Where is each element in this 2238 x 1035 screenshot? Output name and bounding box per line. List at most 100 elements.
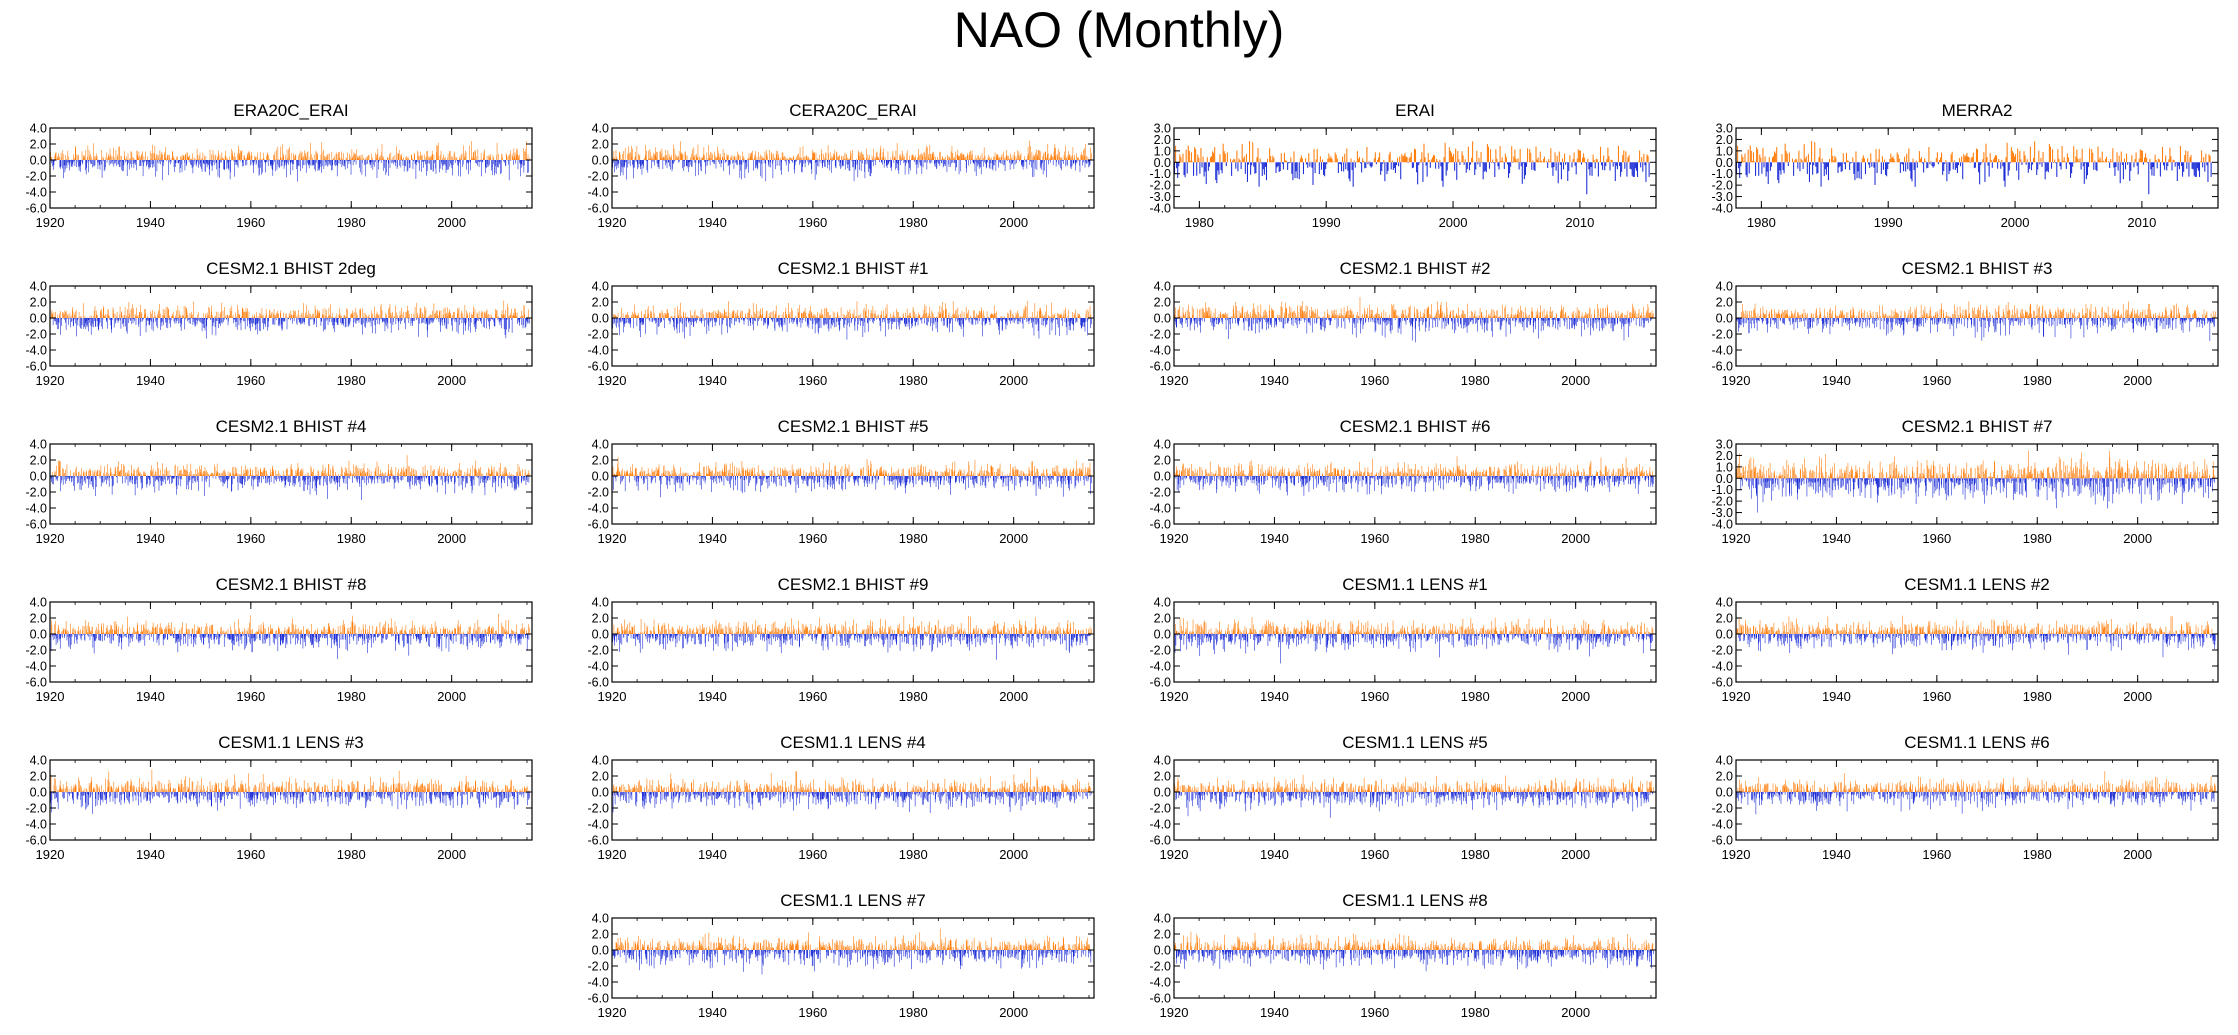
negative-bar xyxy=(814,160,816,180)
positive-bar xyxy=(450,313,451,318)
negative-bar xyxy=(815,318,817,325)
positive-bar xyxy=(990,157,992,160)
positive-bar xyxy=(680,141,681,160)
negative-bar xyxy=(634,160,635,168)
positive-bar xyxy=(878,157,879,160)
x-tick-label: 2010 xyxy=(1565,215,1594,230)
positive-bar xyxy=(440,310,442,318)
negative-bar xyxy=(954,160,956,164)
positive-bar xyxy=(300,157,302,160)
negative-bar xyxy=(390,160,392,164)
negative-bar xyxy=(405,160,406,167)
positive-bar xyxy=(773,310,775,318)
negative-bar xyxy=(401,160,403,161)
positive-bar xyxy=(383,156,384,160)
negative-bar xyxy=(223,318,225,320)
negative-bar xyxy=(435,160,437,174)
positive-bar xyxy=(2139,149,2141,163)
negative-bar xyxy=(649,318,651,322)
negative-bar xyxy=(790,160,792,161)
positive-bar xyxy=(59,311,61,318)
negative-bar xyxy=(201,160,203,172)
positive-bar xyxy=(516,148,517,160)
positive-bar xyxy=(72,310,74,318)
positive-bar xyxy=(868,158,869,160)
negative-bar xyxy=(1822,162,1824,164)
negative-bar xyxy=(80,160,82,162)
negative-bar xyxy=(429,318,431,324)
negative-bar xyxy=(948,160,950,168)
negative-bar xyxy=(621,160,623,173)
positive-bar xyxy=(944,158,945,160)
positive-bar xyxy=(883,148,885,160)
positive-bar xyxy=(460,313,462,318)
negative-bar xyxy=(184,160,185,163)
positive-bar xyxy=(496,310,498,318)
positive-bar xyxy=(180,157,181,160)
positive-bar xyxy=(1037,149,1039,160)
positive-bar xyxy=(186,308,187,318)
positive-bar xyxy=(1625,151,1627,163)
positive-bar xyxy=(241,316,242,318)
negative-bar xyxy=(495,160,496,162)
negative-bar xyxy=(921,160,923,174)
negative-bar xyxy=(810,318,812,322)
negative-bar xyxy=(1858,162,1860,179)
negative-bar xyxy=(975,160,976,162)
negative-bar xyxy=(482,160,483,163)
positive-bar xyxy=(336,152,338,160)
positive-bar xyxy=(318,312,320,318)
positive-bar xyxy=(187,156,189,160)
negative-bar xyxy=(321,160,322,173)
positive-bar xyxy=(920,154,921,160)
positive-bar xyxy=(791,307,792,318)
positive-bar xyxy=(810,306,811,318)
positive-bar xyxy=(318,317,319,318)
positive-bar xyxy=(789,159,791,160)
positive-bar xyxy=(144,313,146,318)
negative-bar xyxy=(91,318,93,327)
positive-bar xyxy=(2042,151,2044,163)
negative-bar xyxy=(2084,162,2086,164)
panel-title: CERA20C_ERAI xyxy=(789,101,917,120)
negative-bar xyxy=(110,160,111,164)
negative-bar xyxy=(693,318,695,327)
negative-bar xyxy=(249,318,251,329)
positive-bar xyxy=(71,159,73,160)
negative-bar xyxy=(522,160,524,166)
negative-bar xyxy=(757,160,758,170)
negative-bar xyxy=(360,318,362,324)
positive-bar xyxy=(447,316,448,318)
positive-bar xyxy=(1368,161,1370,163)
positive-bar xyxy=(1894,161,1896,163)
positive-bar xyxy=(760,308,761,318)
positive-bar xyxy=(1451,156,1454,163)
positive-bar xyxy=(929,154,931,160)
positive-bar xyxy=(525,148,527,160)
positive-bar xyxy=(1241,144,1243,163)
negative-bar xyxy=(128,160,130,170)
positive-bar xyxy=(50,157,52,160)
negative-bar xyxy=(282,318,283,330)
negative-bar xyxy=(218,318,220,324)
positive-bar xyxy=(432,310,433,318)
positive-bar xyxy=(1219,154,1221,163)
negative-bar xyxy=(701,160,702,172)
positive-bar xyxy=(155,156,157,160)
negative-bar xyxy=(382,318,384,322)
negative-bar xyxy=(1914,162,1916,187)
positive-bar xyxy=(1374,152,1376,163)
positive-bar xyxy=(719,157,721,160)
negative-bar xyxy=(193,318,194,322)
positive-bar xyxy=(405,312,407,318)
positive-bar xyxy=(1951,151,1953,163)
negative-bar xyxy=(144,160,146,161)
positive-bar xyxy=(190,317,192,318)
negative-bar xyxy=(665,160,667,163)
negative-bar xyxy=(88,160,89,173)
negative-bar xyxy=(657,160,659,167)
negative-bar xyxy=(197,160,198,162)
negative-bar xyxy=(120,318,122,329)
positive-bar xyxy=(832,158,834,160)
positive-bar xyxy=(785,311,786,318)
